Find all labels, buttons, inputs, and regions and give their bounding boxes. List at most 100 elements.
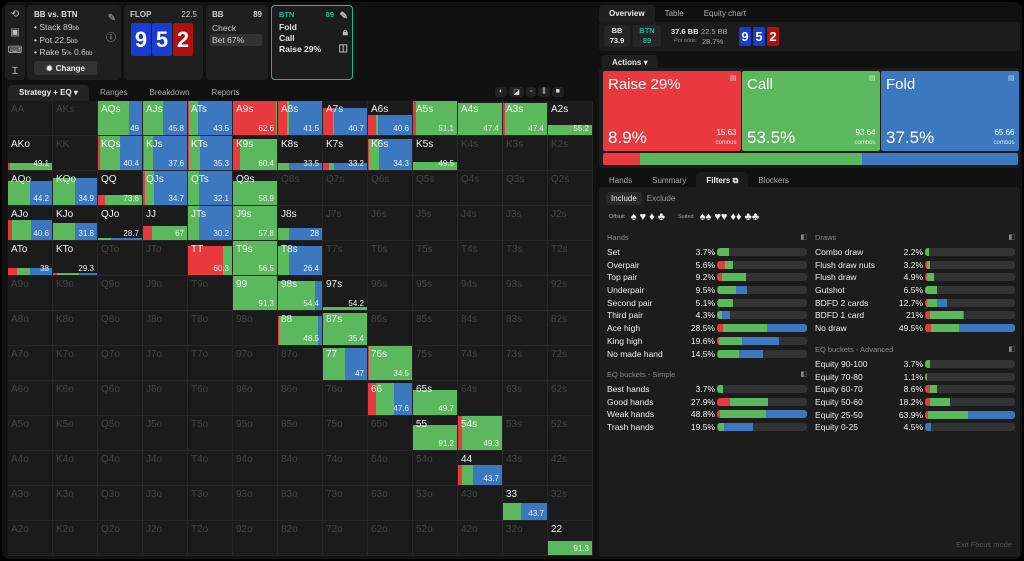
hand-cell[interactable]: J6o <box>143 381 188 416</box>
action-card-call[interactable]: Call 53.5% 93.64 combos ▤ <box>742 71 880 151</box>
filter-row[interactable]: BDFD 1 card 21% <box>815 309 1015 322</box>
filter-row[interactable]: Good hands 27.9% <box>607 396 807 409</box>
hand-cell[interactable]: T3o <box>188 486 233 521</box>
hand-cell[interactable]: 72o <box>323 521 368 556</box>
tab-breakdown[interactable]: Breakdown <box>149 88 190 97</box>
hand-cell[interactable]: T6s <box>368 241 413 276</box>
hand-cell[interactable]: 43s <box>503 451 548 486</box>
filter-row[interactable]: No made hand 14.5% <box>607 348 807 361</box>
hand-cell[interactable]: T7o <box>188 346 233 381</box>
suited-club-icon[interactable]: ♣♣ <box>744 211 760 223</box>
filter-row[interactable]: King high 19.6% <box>607 335 807 348</box>
hand-cell[interactable]: 49.1 AKo <box>8 136 53 171</box>
hand-cell[interactable]: 43.7 33 <box>503 486 548 521</box>
hand-cell[interactable]: A4o <box>8 451 53 486</box>
hand-cell[interactable]: 72s <box>548 346 593 381</box>
hand-cell[interactable]: J6s <box>368 206 413 241</box>
filter-row[interactable]: Equity 25-50 63.9% <box>815 409 1015 422</box>
hand-cell[interactable]: 86o <box>278 381 323 416</box>
hand-cell[interactable]: 85o <box>278 416 323 451</box>
hand-cell[interactable]: 47.4 A3s <box>503 101 548 136</box>
hand-cell[interactable]: 60.3 TT <box>188 241 233 276</box>
hand-cell[interactable]: 47.4 A4s <box>458 101 503 136</box>
hand-cell[interactable]: 38 ATo <box>8 241 53 276</box>
hand-cell[interactable]: 98o <box>233 311 278 346</box>
hand-cell[interactable]: QTo <box>98 241 143 276</box>
hand-cell[interactable]: A6o <box>8 381 53 416</box>
grid-small-icon[interactable]: ▫ <box>525 87 537 97</box>
hand-cell[interactable]: T5s <box>413 241 458 276</box>
hand-cell[interactable]: 52o <box>413 521 458 556</box>
filter-row[interactable]: Gutshot 6.5% <box>815 284 1015 297</box>
hand-cell[interactable]: Q6s <box>368 171 413 206</box>
hand-cell[interactable]: 47.6 66 <box>368 381 413 416</box>
hand-cell[interactable]: K3o <box>53 486 98 521</box>
hand-cell[interactable]: Q2o <box>98 521 143 556</box>
card-menu-icon[interactable]: ▤ <box>868 75 876 82</box>
hand-cell[interactable]: 63s <box>503 381 548 416</box>
hand-cell[interactable]: 49 AQs <box>98 101 143 136</box>
hand-cell[interactable]: A3o <box>8 486 53 521</box>
split-view-icon[interactable]: ◪ <box>509 87 524 97</box>
hand-cell[interactable]: 84o <box>278 451 323 486</box>
filter-row[interactable]: Equity 90-100 3.7% <box>815 358 1015 371</box>
hand-cell[interactable]: 32.1 QTs <box>188 171 233 206</box>
hand-cell[interactable]: 35.4 87s <box>323 311 368 346</box>
tab-filters[interactable]: Filters ⧉ <box>696 172 749 190</box>
hand-cell[interactable]: 31.8 KJo <box>53 206 98 241</box>
hand-cell[interactable]: J7s <box>323 206 368 241</box>
edit-pencil-icon[interactable]: ✎ <box>107 13 116 24</box>
hand-cell[interactable]: 34.9 KQo <box>53 171 98 206</box>
reset-icon[interactable]: ⟲ <box>10 8 20 20</box>
gamepad-icon[interactable]: ⌨ <box>7 44 23 56</box>
collapse-toggle-icon[interactable]: ◧ <box>800 371 807 378</box>
action-card-raise[interactable]: Raise 29% 8.9% 15.63 combos ▤ <box>603 71 741 151</box>
hand-cell[interactable]: A8o <box>8 311 53 346</box>
hand-cell[interactable]: T6o <box>188 381 233 416</box>
btn-action-raise[interactable]: Raise 29% <box>279 44 322 54</box>
tab-strategy-eq[interactable]: Strategy + EQ ▾ <box>8 85 89 101</box>
tab-summary[interactable]: Summary <box>652 176 687 185</box>
hand-cell[interactable]: 53o <box>413 486 458 521</box>
hand-cell[interactable]: 37.6 KJs <box>143 136 188 171</box>
hand-cell[interactable]: 94s <box>458 276 503 311</box>
hand-cell[interactable]: 92o <box>233 521 278 556</box>
hand-cell[interactable]: 94o <box>233 451 278 486</box>
hand-cell[interactable]: K3s <box>503 136 548 171</box>
heart-icon[interactable]: ♥ <box>639 211 647 223</box>
hand-cell[interactable]: A9o <box>8 276 53 311</box>
hand-cell[interactable]: 73.6 QQ <box>98 171 143 206</box>
hand-cell[interactable]: Q8s <box>278 171 323 206</box>
hand-cell[interactable]: J2s <box>548 206 593 241</box>
hand-cell[interactable]: KK <box>53 136 98 171</box>
hand-cell[interactable]: 52s <box>548 416 593 451</box>
card-menu-icon[interactable]: ▤ <box>1007 75 1015 82</box>
hand-cell[interactable]: 34.3 K6s <box>368 136 413 171</box>
spade-icon[interactable]: ♠ <box>630 211 637 223</box>
hand-cell[interactable]: K5o <box>53 416 98 451</box>
hand-cell[interactable]: 29.3 KTo <box>53 241 98 276</box>
hand-cell[interactable]: 49.3 54s <box>458 416 503 451</box>
hand-cell[interactable]: T4s <box>458 241 503 276</box>
hand-cell[interactable]: 58.9 Q9s <box>233 171 278 206</box>
tab-blockers[interactable]: Blockers <box>758 176 790 185</box>
filter-row[interactable]: Flush draw nuts 3.2% <box>815 259 1015 272</box>
hand-cell[interactable]: 91.3 99 <box>233 276 278 311</box>
hand-cell[interactable]: 33.5 K8s <box>278 136 323 171</box>
filter-row[interactable]: Third pair 4.3% <box>607 309 807 322</box>
hand-cell[interactable]: T2s <box>548 241 593 276</box>
suited-spade-icon[interactable]: ♠♠ <box>699 211 712 223</box>
hand-cell[interactable]: 93s <box>503 276 548 311</box>
hand-cell[interactable]: K8o <box>53 311 98 346</box>
hand-cell[interactable]: 53s <box>503 416 548 451</box>
hand-cell[interactable]: 92s <box>548 276 593 311</box>
hand-cell[interactable]: 33.2 K7s <box>323 136 368 171</box>
bb-action-check[interactable]: Check <box>212 23 237 33</box>
hand-cell[interactable]: 44.2 AQo <box>8 171 53 206</box>
exit-focus-mode-link[interactable]: Exit Focus mode <box>956 540 1012 549</box>
hand-cell[interactable]: 95o <box>233 416 278 451</box>
hand-cell[interactable]: 67 JJ <box>143 206 188 241</box>
hand-cell[interactable]: 96o <box>233 381 278 416</box>
hand-cell[interactable]: K4o <box>53 451 98 486</box>
hand-cell[interactable]: AA <box>8 101 53 136</box>
